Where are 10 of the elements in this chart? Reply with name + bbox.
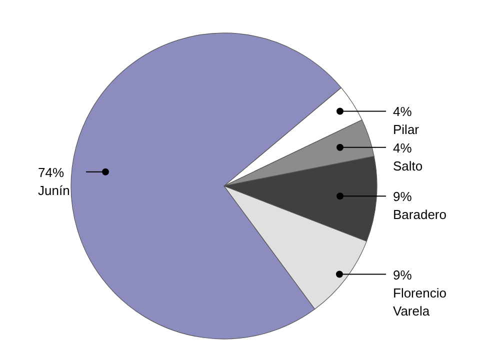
data-label: 74% bbox=[38, 164, 64, 180]
data-label: 4% bbox=[393, 140, 412, 156]
data-label: 9% bbox=[393, 267, 412, 282]
data-label: 4% bbox=[393, 104, 412, 120]
slice-label: Salto bbox=[393, 158, 423, 174]
slice-label: Pilar bbox=[393, 122, 420, 138]
slice-label: Baradero bbox=[393, 207, 446, 222]
data-label: 9% bbox=[393, 189, 412, 204]
slice-label: Junín bbox=[38, 182, 70, 198]
slice-label: Florencio Varela bbox=[393, 285, 446, 318]
